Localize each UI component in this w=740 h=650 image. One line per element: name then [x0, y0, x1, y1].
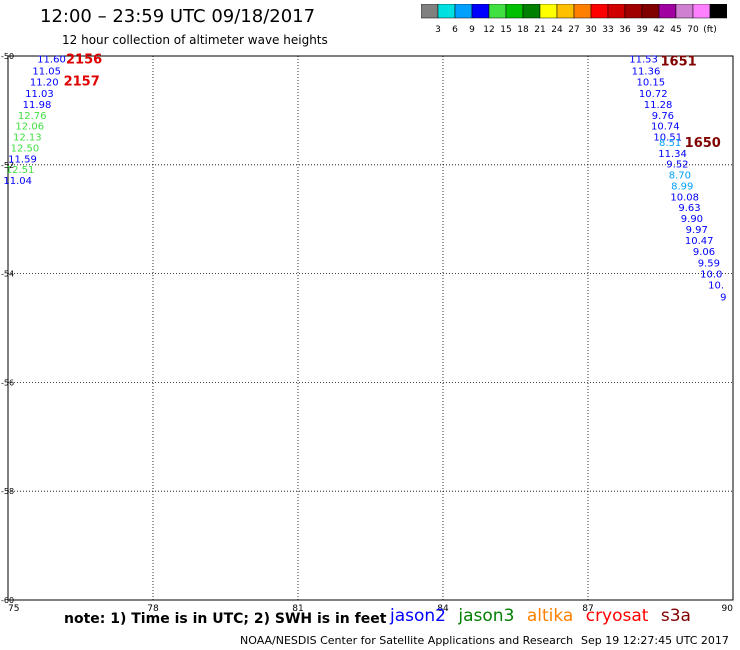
- y-tick-label: -60: [1, 596, 14, 605]
- wave-height-label: 10.74: [651, 122, 680, 133]
- footnote: note: 1) Time is in UTC; 2) SWH is in fe…: [64, 611, 387, 627]
- mission-s3a: s3a: [660, 606, 691, 626]
- y-tick-label: -50: [1, 52, 14, 61]
- x-tick-label: 81: [292, 604, 303, 614]
- y-tick-label: -52: [1, 161, 14, 170]
- wave-height-label: 12.50: [11, 143, 40, 154]
- wave-height-label: 10.15: [637, 78, 666, 89]
- plot-frame: [7, 55, 734, 601]
- y-tick-label: -58: [1, 487, 14, 496]
- x-tick-label: 84: [437, 604, 449, 614]
- wave-height-label: 11.05: [32, 67, 61, 78]
- colorbar-label: 15: [500, 25, 511, 35]
- wave-height-label: 10.72: [639, 89, 668, 100]
- wave-height-label: 8.99: [671, 181, 693, 192]
- credit-line: NOAA/NESDIS Center for Satellite Applica…: [240, 634, 574, 647]
- wave-height-label: 11.98: [23, 100, 52, 111]
- colorbar-label: 30: [585, 25, 597, 35]
- chart-title: 12:00 – 23:59 UTC 09/18/2017: [40, 6, 316, 27]
- wave-height-label: 10.0: [700, 270, 722, 281]
- colorbar-label: 70: [687, 25, 699, 35]
- colorbar-label: 3: [435, 25, 441, 35]
- x-tick-label: 78: [147, 604, 159, 614]
- y-tick-label: -56: [1, 378, 14, 387]
- colorbar-label: 27: [568, 25, 579, 35]
- wave-height-label: 8.51: [659, 138, 681, 149]
- time-annotation: 2156: [66, 53, 102, 68]
- wave-height-label: 11.04: [3, 176, 32, 187]
- time-annotation: 1651: [661, 54, 697, 69]
- wave-height-label: 9.97: [686, 225, 708, 236]
- mission-legend: jason2 jason3 altika cryosat s3a: [390, 606, 698, 626]
- wave-height-label: 9.06: [693, 247, 715, 258]
- time-annotation: 2157: [64, 74, 100, 89]
- mission-cryosat: cryosat: [585, 606, 649, 626]
- chart-subtitle: 12 hour collection of altimeter wave hei…: [62, 33, 328, 47]
- wave-height-label: 12.51: [6, 165, 35, 176]
- wave-height-label: 11.03: [25, 89, 54, 100]
- colorbar-label: 9: [469, 25, 475, 35]
- wave-height-label: 11.60: [37, 55, 66, 66]
- wave-height-label: 12.76: [18, 111, 47, 122]
- color-scale-legend: 3 6 9 12 15 18 21 24 27 30 33 36 39 42 45 70 (ft): [421, 4, 727, 35]
- colorbar-label: (ft): [703, 25, 717, 35]
- wave-height-label: 11.59: [8, 154, 37, 165]
- wave-height-label: 9.90: [681, 214, 703, 225]
- wave-height-label: 9.76: [652, 111, 674, 122]
- generated-timestamp: Sep 19 12:27:45 UTC 2017: [581, 634, 729, 647]
- wave-height-label: 8.70: [669, 171, 691, 182]
- x-tick-label: 75: [8, 604, 19, 614]
- x-tick-label: 90: [722, 604, 734, 614]
- colorbar-label: 6: [452, 25, 458, 35]
- wave-height-label: 9.59: [698, 259, 720, 270]
- colorbar-label: 18: [517, 25, 529, 35]
- colorbar-label: 39: [636, 25, 648, 35]
- wave-height-label: 11.28: [644, 100, 673, 111]
- wave-height-label: 9: [720, 292, 726, 303]
- wave-height-label: 10.47: [685, 236, 714, 247]
- wave-height-label: 10.: [708, 280, 724, 291]
- wave-height-label: 11.34: [658, 149, 687, 160]
- wave-height-label: 12.13: [13, 133, 42, 144]
- colorbar-label: 12: [483, 25, 494, 35]
- wave-height-label: 9.63: [678, 203, 700, 214]
- colorbar-swatch: [709, 4, 727, 19]
- time-annotation: 1650: [685, 136, 721, 151]
- mission-jason3: jason3: [458, 606, 515, 626]
- y-tick-label: -54: [1, 270, 14, 279]
- colorbar-label: 36: [619, 25, 631, 35]
- mission-jason2: jason2: [390, 606, 446, 626]
- wave-height-label: 10.51: [653, 133, 682, 144]
- colorbar-label: 45: [670, 25, 681, 35]
- wave-height-label: 9.52: [666, 160, 688, 171]
- colorbar-label: 33: [602, 25, 613, 35]
- colorbar-label: 24: [551, 25, 563, 35]
- wave-height-label: 12.06: [15, 122, 44, 133]
- wave-height-label: 11.53: [629, 55, 658, 66]
- colorbar-label: 21: [534, 25, 545, 35]
- colorbar-label: 42: [653, 25, 664, 35]
- mission-altika: altika: [526, 606, 574, 626]
- wave-height-label: 11.36: [632, 67, 661, 78]
- wave-height-label: 10.08: [670, 192, 699, 203]
- x-tick-label: 87: [582, 604, 593, 614]
- wave-height-label: 11.20: [30, 78, 59, 89]
